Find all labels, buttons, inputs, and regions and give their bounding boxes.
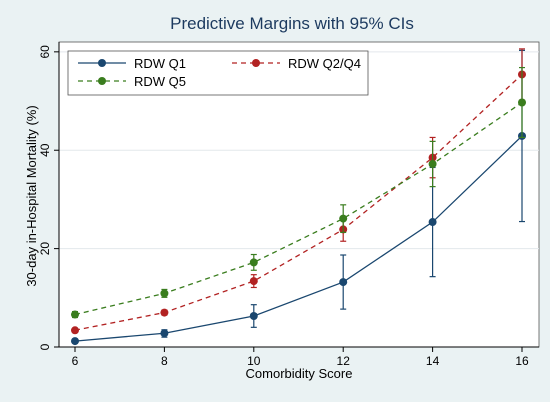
- x-tick-label-12: 12: [337, 354, 351, 368]
- legend-box: [67, 50, 369, 96]
- point-rdw-q1-12: [339, 278, 348, 287]
- series-layer: [71, 48, 526, 346]
- point-rdw-q1-10: [249, 312, 258, 321]
- point-rdw-q1-8: [160, 329, 169, 338]
- chart-title: Predictive Margins with 95% CIs: [170, 14, 414, 33]
- legend-swatch-marker-rdw-q1: [98, 59, 106, 67]
- y-tick-label-0: 0: [38, 343, 52, 350]
- legend-label-rdw-q5: RDW Q5: [134, 74, 186, 89]
- series-line-rdw-q5: [74, 101, 523, 316]
- point-rdw-q5-10: [249, 258, 258, 267]
- point-rdw-q1-14: [428, 218, 437, 227]
- y-tick-label-60: 60: [38, 45, 52, 59]
- x-tick-label-6: 6: [72, 354, 79, 368]
- point-rdw-q5-12: [339, 214, 348, 223]
- point-rdw-q2-q4-8: [160, 308, 169, 317]
- point-rdw-q5-14: [428, 160, 437, 168]
- x-tick-label-16: 16: [515, 354, 529, 368]
- legend: RDW Q1 RDW Q2/Q4 RDW Q5: [67, 50, 369, 96]
- axes: 0 20 40 60 6 8 10 12 14 16: [38, 42, 539, 368]
- legend-label-rdw-q2-q4: RDW Q2/Q4: [288, 56, 361, 71]
- legend-label-rdw-q1: RDW Q1: [134, 56, 186, 71]
- point-rdw-q5-8: [160, 289, 169, 298]
- legend-swatch-marker-rdw-q2-q4: [252, 59, 260, 67]
- series-line-rdw-q1: [74, 135, 523, 342]
- point-rdw-q2-q4-6: [71, 326, 79, 335]
- point-rdw-q1-6: [71, 337, 79, 346]
- point-rdw-q5-6: [71, 310, 79, 319]
- point-rdw-q5-16: [518, 98, 526, 107]
- y-tick-label-20: 20: [38, 242, 52, 256]
- legend-swatch-marker-rdw-q5: [98, 77, 106, 85]
- y-axis-label: 30-day in-Hospital Mortality (%): [24, 105, 39, 286]
- x-tick-label-10: 10: [247, 354, 261, 368]
- x-axis-label: Comorbidity Score: [246, 366, 353, 381]
- point-rdw-q2-q4-10: [249, 277, 258, 286]
- x-tick-label-14: 14: [426, 354, 440, 368]
- x-tick-label-8: 8: [161, 354, 168, 368]
- y-tick-label-40: 40: [38, 143, 52, 157]
- series-line-rdw-q2-q4: [74, 73, 523, 331]
